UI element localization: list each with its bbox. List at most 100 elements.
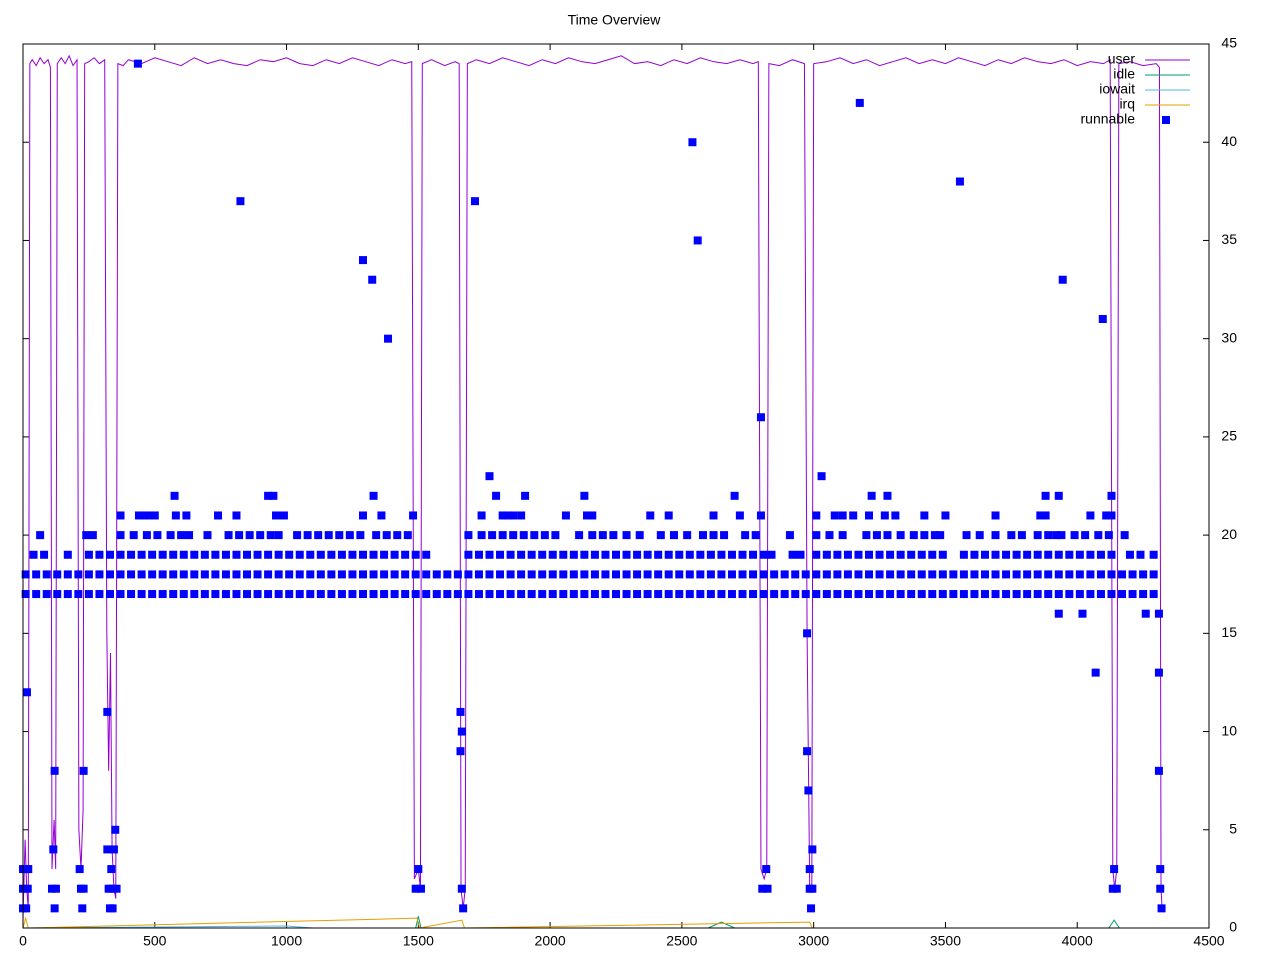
runnable-point: [643, 570, 652, 579]
runnable-point: [211, 590, 220, 599]
runnable-point: [358, 256, 367, 265]
runnable-point: [133, 59, 142, 68]
runnable-point: [696, 570, 705, 579]
runnable-point: [457, 884, 466, 893]
runnable-point: [1157, 904, 1166, 913]
runnable-point: [49, 845, 58, 854]
runnable-point: [1007, 531, 1016, 540]
runnable-point: [1149, 550, 1158, 559]
runnable-point: [456, 747, 465, 756]
runnable-point: [200, 590, 209, 599]
runnable-point: [738, 550, 747, 559]
runnable-point: [664, 570, 673, 579]
runnable-point: [688, 138, 697, 147]
runnable-point: [221, 570, 230, 579]
runnable-point: [411, 570, 420, 579]
runnable-point: [1125, 550, 1134, 559]
runnable-point: [105, 590, 114, 599]
runnable-point: [928, 550, 937, 559]
runnable-point: [683, 531, 692, 540]
runnable-point: [1091, 668, 1100, 677]
runnable-point: [358, 570, 367, 579]
runnable-point: [1012, 570, 1021, 579]
runnable-point: [1098, 315, 1107, 324]
runnable-point: [1054, 590, 1063, 599]
runnable-point: [253, 590, 262, 599]
runnable-point: [295, 570, 304, 579]
runnable-point: [171, 511, 180, 520]
runnable-point: [583, 511, 592, 520]
legend-label: runnable: [1081, 111, 1136, 127]
runnable-point: [22, 688, 31, 697]
runnable-point: [1070, 531, 1079, 540]
runnable-point: [158, 570, 167, 579]
runnable-point: [498, 531, 507, 540]
runnable-point: [808, 845, 817, 854]
runnable-point: [116, 570, 125, 579]
runnable-point: [327, 590, 336, 599]
runnable-point: [1086, 550, 1095, 559]
runnable-point: [380, 550, 389, 559]
runnable-point: [22, 904, 31, 913]
runnable-point: [32, 570, 41, 579]
runnable-point: [822, 590, 831, 599]
y-tick-label: 45: [1221, 35, 1237, 51]
runnable-point: [348, 590, 357, 599]
runnable-point: [830, 511, 839, 520]
runnable-point: [84, 590, 93, 599]
runnable-point: [938, 550, 947, 559]
runnable-point: [1023, 550, 1032, 559]
runnable-point: [1154, 766, 1163, 775]
runnable-point: [1107, 511, 1116, 520]
runnable-point: [256, 531, 265, 540]
runnable-point: [741, 531, 750, 540]
runnable-point: [1096, 570, 1105, 579]
runnable-point: [390, 570, 399, 579]
runnable-point: [738, 570, 747, 579]
runnable-point: [833, 570, 842, 579]
runnable-point: [838, 511, 847, 520]
runnable-point: [21, 590, 30, 599]
runnable-point: [938, 590, 947, 599]
runnable-point: [200, 550, 209, 559]
runnable-point: [917, 570, 926, 579]
runnable-point: [896, 570, 905, 579]
runnable-point: [105, 570, 114, 579]
runnable-point: [496, 590, 505, 599]
runnable-point: [970, 550, 979, 559]
runnable-point: [403, 531, 412, 540]
runnable-point: [872, 531, 881, 540]
runnable-point: [264, 570, 273, 579]
runnable-point: [1086, 590, 1095, 599]
runnable-point: [416, 884, 425, 893]
runnable-point: [693, 236, 702, 245]
runnable-point: [111, 825, 120, 834]
runnable-point: [812, 590, 821, 599]
runnable-point: [930, 531, 939, 540]
runnable-point: [685, 570, 694, 579]
runnable-point: [253, 550, 262, 559]
runnable-point: [633, 590, 642, 599]
runnable-point: [538, 550, 547, 559]
runnable-point: [855, 98, 864, 107]
runnable-point: [991, 570, 1000, 579]
runnable-point: [169, 590, 178, 599]
runnable-point: [785, 531, 794, 540]
runnable-point: [1096, 590, 1105, 599]
runnable-point: [612, 550, 620, 559]
runnable-point: [843, 590, 852, 599]
runnable-point: [843, 570, 852, 579]
runnable-point: [109, 845, 118, 854]
runnable-point: [843, 550, 852, 559]
y-tick-label: 30: [1221, 329, 1237, 345]
runnable-point: [1065, 570, 1074, 579]
runnable-point: [103, 845, 112, 854]
y-tick-label: 25: [1221, 428, 1237, 444]
runnable-point: [211, 570, 220, 579]
runnable-point: [883, 491, 892, 500]
runnable-point: [756, 413, 765, 422]
runnable-point: [316, 590, 325, 599]
runnable-point: [762, 865, 771, 874]
runnable-point: [1012, 550, 1021, 559]
runnable-point: [675, 550, 684, 559]
